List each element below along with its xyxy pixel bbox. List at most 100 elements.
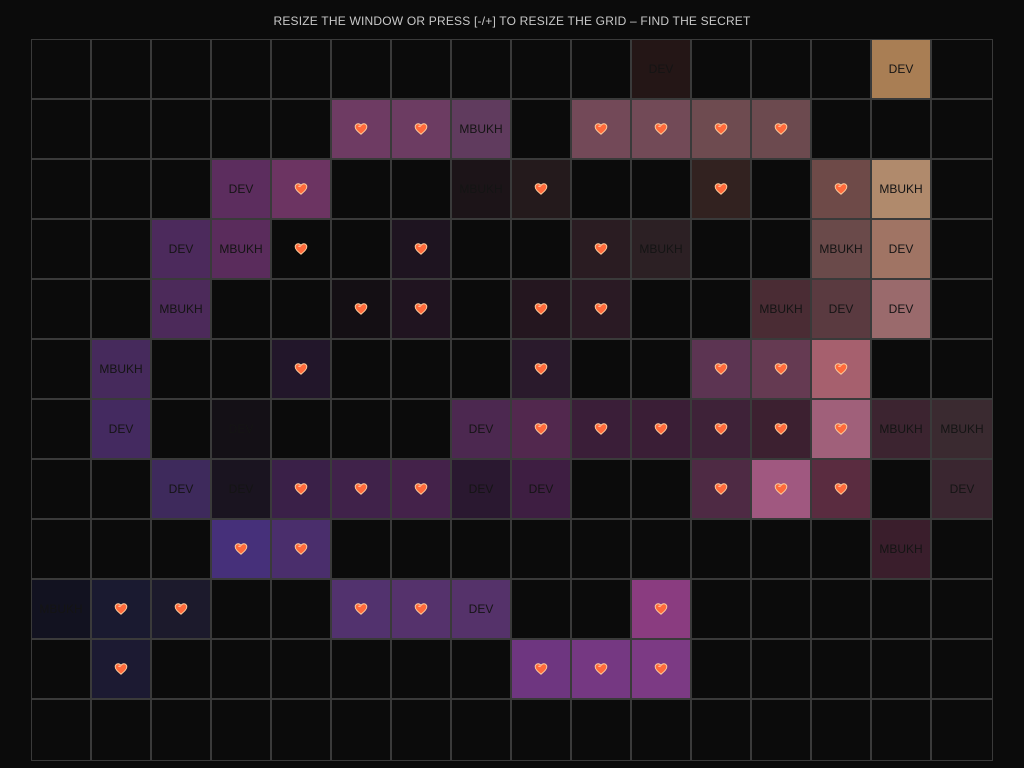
grid-cell[interactable] xyxy=(512,220,572,280)
grid-cell[interactable] xyxy=(452,40,512,100)
grid-cell-heart[interactable] xyxy=(692,340,752,400)
grid-cell-label[interactable]: MBUKH xyxy=(632,220,692,280)
grid-cell-label[interactable]: MBUKH xyxy=(932,400,992,460)
grid-cell-heart[interactable] xyxy=(92,580,152,640)
grid-cell[interactable] xyxy=(32,400,92,460)
grid-cell-label[interactable]: MBUKH xyxy=(212,220,272,280)
grid-cell[interactable] xyxy=(932,160,992,220)
grid-cell-label[interactable]: DEV xyxy=(872,220,932,280)
grid-cell[interactable] xyxy=(332,400,392,460)
grid-cell-label[interactable]: MBUKH xyxy=(32,580,92,640)
grid-cell-heart[interactable] xyxy=(512,340,572,400)
grid-cell-label[interactable]: DEV xyxy=(932,460,992,520)
grid-cell[interactable] xyxy=(272,280,332,340)
grid-cell[interactable] xyxy=(152,640,212,700)
game-grid[interactable]: DEV DEV MBUKH DEV MBUKH MBUKH DEV MBUKH MBUKH MBU… xyxy=(31,39,993,761)
grid-cell[interactable] xyxy=(932,520,992,580)
grid-cell[interactable] xyxy=(872,100,932,160)
grid-cell[interactable] xyxy=(632,160,692,220)
grid-cell[interactable] xyxy=(632,460,692,520)
grid-cell[interactable] xyxy=(392,640,452,700)
grid-cell[interactable] xyxy=(812,580,872,640)
grid-cell-heart[interactable] xyxy=(692,460,752,520)
grid-cell[interactable] xyxy=(332,160,392,220)
grid-cell[interactable] xyxy=(512,40,572,100)
grid-cell[interactable] xyxy=(812,40,872,100)
grid-cell[interactable] xyxy=(632,280,692,340)
grid-cell-label[interactable]: MBUKH xyxy=(92,340,152,400)
grid-cell-label[interactable]: MBUKH xyxy=(452,160,512,220)
grid-cell[interactable] xyxy=(152,100,212,160)
grid-cell-heart[interactable] xyxy=(572,400,632,460)
grid-cell[interactable] xyxy=(392,520,452,580)
grid-cell[interactable] xyxy=(932,100,992,160)
grid-cell-heart[interactable] xyxy=(332,460,392,520)
grid-cell[interactable] xyxy=(572,580,632,640)
grid-cell-label[interactable]: DEV xyxy=(452,460,512,520)
grid-cell[interactable] xyxy=(572,460,632,520)
grid-cell-heart[interactable] xyxy=(812,160,872,220)
grid-cell[interactable] xyxy=(272,100,332,160)
grid-cell[interactable] xyxy=(692,220,752,280)
grid-cell-label[interactable]: DEV xyxy=(212,460,272,520)
grid-cell-heart[interactable] xyxy=(512,400,572,460)
grid-cell[interactable] xyxy=(692,40,752,100)
grid-cell-label[interactable]: MBUKH xyxy=(872,520,932,580)
grid-cell[interactable] xyxy=(632,700,692,760)
grid-cell-label[interactable]: MBUKH xyxy=(872,160,932,220)
grid-cell[interactable] xyxy=(632,340,692,400)
grid-cell[interactable] xyxy=(212,280,272,340)
grid-cell-label[interactable]: MBUKH xyxy=(752,280,812,340)
grid-cell[interactable] xyxy=(332,700,392,760)
grid-cell[interactable] xyxy=(452,340,512,400)
grid-cell[interactable] xyxy=(32,640,92,700)
grid-cell[interactable] xyxy=(32,220,92,280)
grid-cell-label[interactable]: DEV xyxy=(452,400,512,460)
grid-cell-heart[interactable] xyxy=(572,220,632,280)
grid-cell-heart[interactable] xyxy=(92,640,152,700)
grid-cell-heart[interactable] xyxy=(512,640,572,700)
grid-cell[interactable] xyxy=(512,520,572,580)
grid-cell[interactable] xyxy=(152,520,212,580)
grid-cell[interactable] xyxy=(152,400,212,460)
grid-cell[interactable] xyxy=(932,700,992,760)
grid-cell-label[interactable]: DEV xyxy=(872,40,932,100)
grid-cell[interactable] xyxy=(632,520,692,580)
grid-cell[interactable] xyxy=(32,100,92,160)
grid-cell-heart[interactable] xyxy=(572,100,632,160)
grid-cell[interactable] xyxy=(572,700,632,760)
grid-cell[interactable] xyxy=(212,700,272,760)
grid-cell[interactable] xyxy=(872,580,932,640)
grid-cell[interactable] xyxy=(92,220,152,280)
grid-cell-heart[interactable] xyxy=(692,400,752,460)
grid-cell-label[interactable]: DEV xyxy=(152,460,212,520)
grid-cell[interactable] xyxy=(572,520,632,580)
grid-cell[interactable] xyxy=(332,640,392,700)
grid-cell[interactable] xyxy=(812,640,872,700)
grid-cell[interactable] xyxy=(152,160,212,220)
grid-cell-heart[interactable] xyxy=(572,640,632,700)
grid-cell[interactable] xyxy=(92,460,152,520)
grid-cell-label[interactable]: DEV xyxy=(212,400,272,460)
grid-cell[interactable] xyxy=(872,640,932,700)
grid-cell[interactable] xyxy=(692,280,752,340)
grid-cell-heart[interactable] xyxy=(692,160,752,220)
grid-cell[interactable] xyxy=(932,640,992,700)
grid-cell[interactable] xyxy=(452,220,512,280)
grid-cell[interactable] xyxy=(572,340,632,400)
grid-cell-label[interactable]: MBUKH xyxy=(452,100,512,160)
grid-cell-label[interactable]: DEV xyxy=(632,40,692,100)
grid-cell[interactable] xyxy=(392,40,452,100)
grid-cell[interactable] xyxy=(752,520,812,580)
grid-cell-heart[interactable] xyxy=(152,580,212,640)
grid-cell-heart[interactable] xyxy=(392,220,452,280)
grid-cell-label[interactable]: MBUKH xyxy=(812,220,872,280)
grid-cell[interactable] xyxy=(512,580,572,640)
grid-cell[interactable] xyxy=(392,340,452,400)
grid-cell[interactable] xyxy=(452,520,512,580)
grid-cell[interactable] xyxy=(452,640,512,700)
grid-cell-label[interactable]: MBUKH xyxy=(872,400,932,460)
grid-cell[interactable] xyxy=(872,460,932,520)
grid-cell-heart[interactable] xyxy=(272,160,332,220)
grid-cell-heart[interactable] xyxy=(812,400,872,460)
